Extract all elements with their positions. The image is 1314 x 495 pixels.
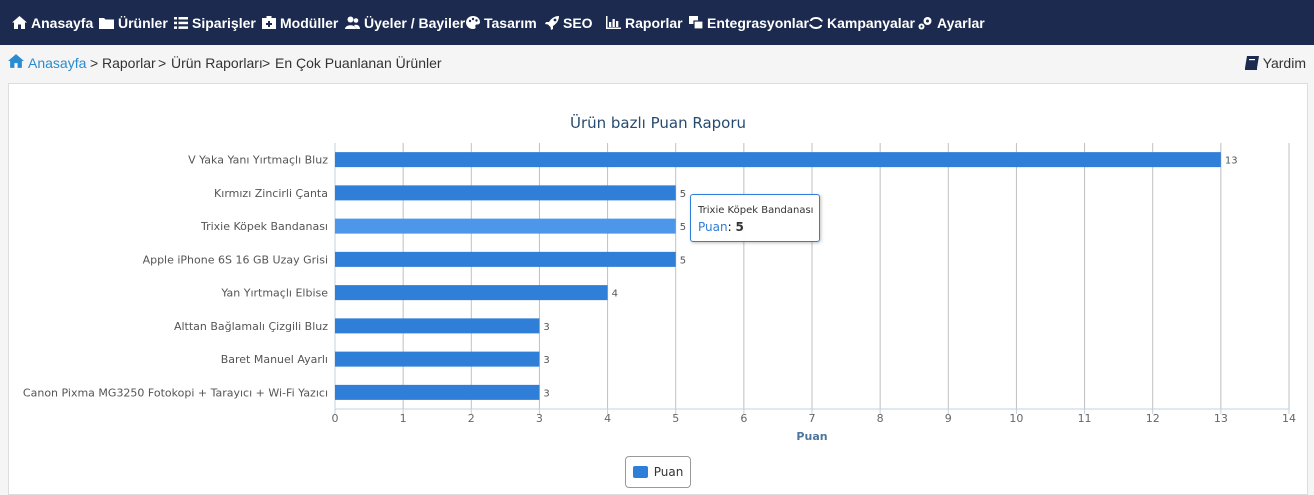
nav-label: Modüller [280, 14, 339, 31]
bar [335, 285, 608, 301]
breadcrumb-item-urun-raporlari[interactable]: Ürün Raporları [171, 55, 263, 71]
nav-label: Kampanyalar [827, 14, 915, 31]
x-tick-label: 10 [1009, 412, 1023, 425]
chart-tooltip: Trixie Köpek Bandanası Puan: 5 [690, 194, 820, 242]
home-icon [12, 16, 27, 29]
nav-item-kampanyalar[interactable]: Kampanyalar [809, 0, 915, 45]
y-category-label: Apple iPhone 6S 16 GB Uzay Grisi [143, 253, 328, 266]
nav-label: Ayarlar [937, 14, 985, 31]
chart-panel: Ürün bazlı Puan Raporu 0 1 2 3 4 5 6 7 8 9 10 11 12 13… [8, 83, 1308, 495]
x-tick-label: 0 [332, 412, 339, 425]
legend-label: Puan [653, 465, 684, 479]
gear-icon [918, 16, 932, 29]
legend-swatch [632, 466, 648, 478]
bar [335, 318, 540, 334]
tooltip-value: 5 [735, 220, 744, 234]
breadcrumb-separator: > [262, 55, 271, 71]
chart-legend-item[interactable]: Puan [625, 456, 691, 488]
breadcrumb-current-page: En Çok Puanlanan Ürünler [275, 55, 442, 71]
y-category-label: Canon Pixma MG3250 Fotokopi + Tarayıcı +… [23, 386, 328, 399]
nav-label: Tasarım [484, 14, 537, 31]
nav-item-moduller[interactable]: Modüller [262, 0, 338, 45]
nav-item-seo[interactable]: SEO [545, 0, 593, 45]
bar [335, 185, 676, 201]
chart-title: Ürün bazlı Puan Raporu [570, 113, 746, 132]
breadcrumb-separator: > [90, 55, 99, 71]
nav-item-tasarim[interactable]: Tasarım [466, 0, 537, 45]
breadcrumb-item-raporlar[interactable]: Raporlar [102, 55, 156, 71]
tooltip-row: Puan: 5 [698, 220, 744, 234]
bar [335, 152, 1221, 168]
bar-chart-icon [606, 16, 621, 29]
x-tick-label: 6 [740, 412, 747, 425]
nav-item-siparisler[interactable]: Siparişler [174, 0, 256, 45]
breadcrumb-separator: > [158, 55, 167, 71]
data-label: 5 [680, 222, 686, 233]
x-tick-label: 4 [604, 412, 611, 425]
nav-label: Üyeler / Bayiler [364, 14, 466, 31]
data-label: 4 [612, 289, 618, 300]
campaign-icon [809, 16, 823, 29]
list-icon [174, 16, 188, 29]
nav-label: Anasayfa [31, 14, 94, 31]
nav-item-raporlar[interactable]: Raporlar [606, 0, 683, 45]
x-tick-label: 3 [536, 412, 543, 425]
data-label: 5 [680, 189, 686, 200]
nav-item-entegrasyonlar[interactable]: Entegrasyonlar [689, 0, 809, 45]
book-icon [1244, 56, 1259, 70]
data-label: 13 [1225, 156, 1238, 167]
breadcrumb: Anasayfa > Raporlar > Ürün Raporları > E… [0, 45, 1314, 81]
x-tick-label: 7 [809, 412, 816, 425]
x-tick-label: 11 [1078, 412, 1092, 425]
help-link[interactable]: Yardim [1244, 55, 1306, 71]
nav-label: Ürünler [118, 14, 168, 31]
y-category-label: Baret Manuel Ayarlı [221, 353, 328, 366]
x-tick-label: 5 [672, 412, 679, 425]
breadcrumb-home-link[interactable]: Anasayfa [28, 55, 87, 71]
y-category-label: V Yaka Yanı Yırtmaçlı Bluz [188, 154, 328, 167]
nav-label: Entegrasyonlar [707, 14, 809, 31]
integration-icon [689, 16, 703, 29]
home-icon[interactable] [8, 54, 24, 68]
bar [335, 251, 676, 267]
bar [335, 351, 540, 367]
nav-item-ayarlar[interactable]: Ayarlar [918, 0, 985, 45]
bar [335, 384, 540, 400]
data-label: 3 [543, 355, 549, 366]
x-tick-label: 14 [1282, 412, 1296, 425]
x-tick-label: 12 [1146, 412, 1160, 425]
nav-item-uyeler[interactable]: Üyeler / Bayiler [345, 0, 465, 45]
x-tick-label: 13 [1214, 412, 1228, 425]
x-axis-label: Puan [796, 430, 827, 443]
x-tick-label: 1 [400, 412, 407, 425]
nav-label: Siparişler [192, 14, 256, 31]
help-label: Yardim [1262, 55, 1306, 71]
y-category-label: Kırmızı Zincirli Çanta [214, 187, 328, 200]
data-label: 3 [543, 322, 549, 333]
x-tick-label: 2 [468, 412, 475, 425]
nav-item-urunler[interactable]: Ürünler [99, 0, 168, 45]
tooltip-label: Puan [698, 220, 728, 234]
module-icon [262, 16, 276, 29]
top-navigation: Anasayfa Ürünler Siparişler Modüller Üye… [0, 0, 1314, 45]
x-tick-label: 8 [877, 412, 884, 425]
y-category-label: Trixie Köpek Bandanası [200, 220, 328, 233]
palette-icon [466, 16, 480, 29]
y-category-label: Yan Yırtmaçlı Elbise [220, 287, 328, 300]
nav-label: SEO [563, 14, 593, 31]
tooltip-title: Trixie Köpek Bandanası [698, 205, 814, 216]
data-label: 5 [680, 255, 686, 266]
x-tick-label: 9 [945, 412, 952, 425]
nav-label: Raporlar [625, 14, 683, 31]
bar [335, 218, 676, 234]
y-category-label: Alttan Bağlamalı Çizgili Bluz [174, 320, 328, 333]
folder-icon [99, 17, 114, 29]
nav-item-anasayfa[interactable]: Anasayfa [12, 0, 93, 45]
data-label: 3 [543, 388, 549, 399]
users-icon [345, 16, 360, 29]
rocket-icon [545, 15, 559, 30]
